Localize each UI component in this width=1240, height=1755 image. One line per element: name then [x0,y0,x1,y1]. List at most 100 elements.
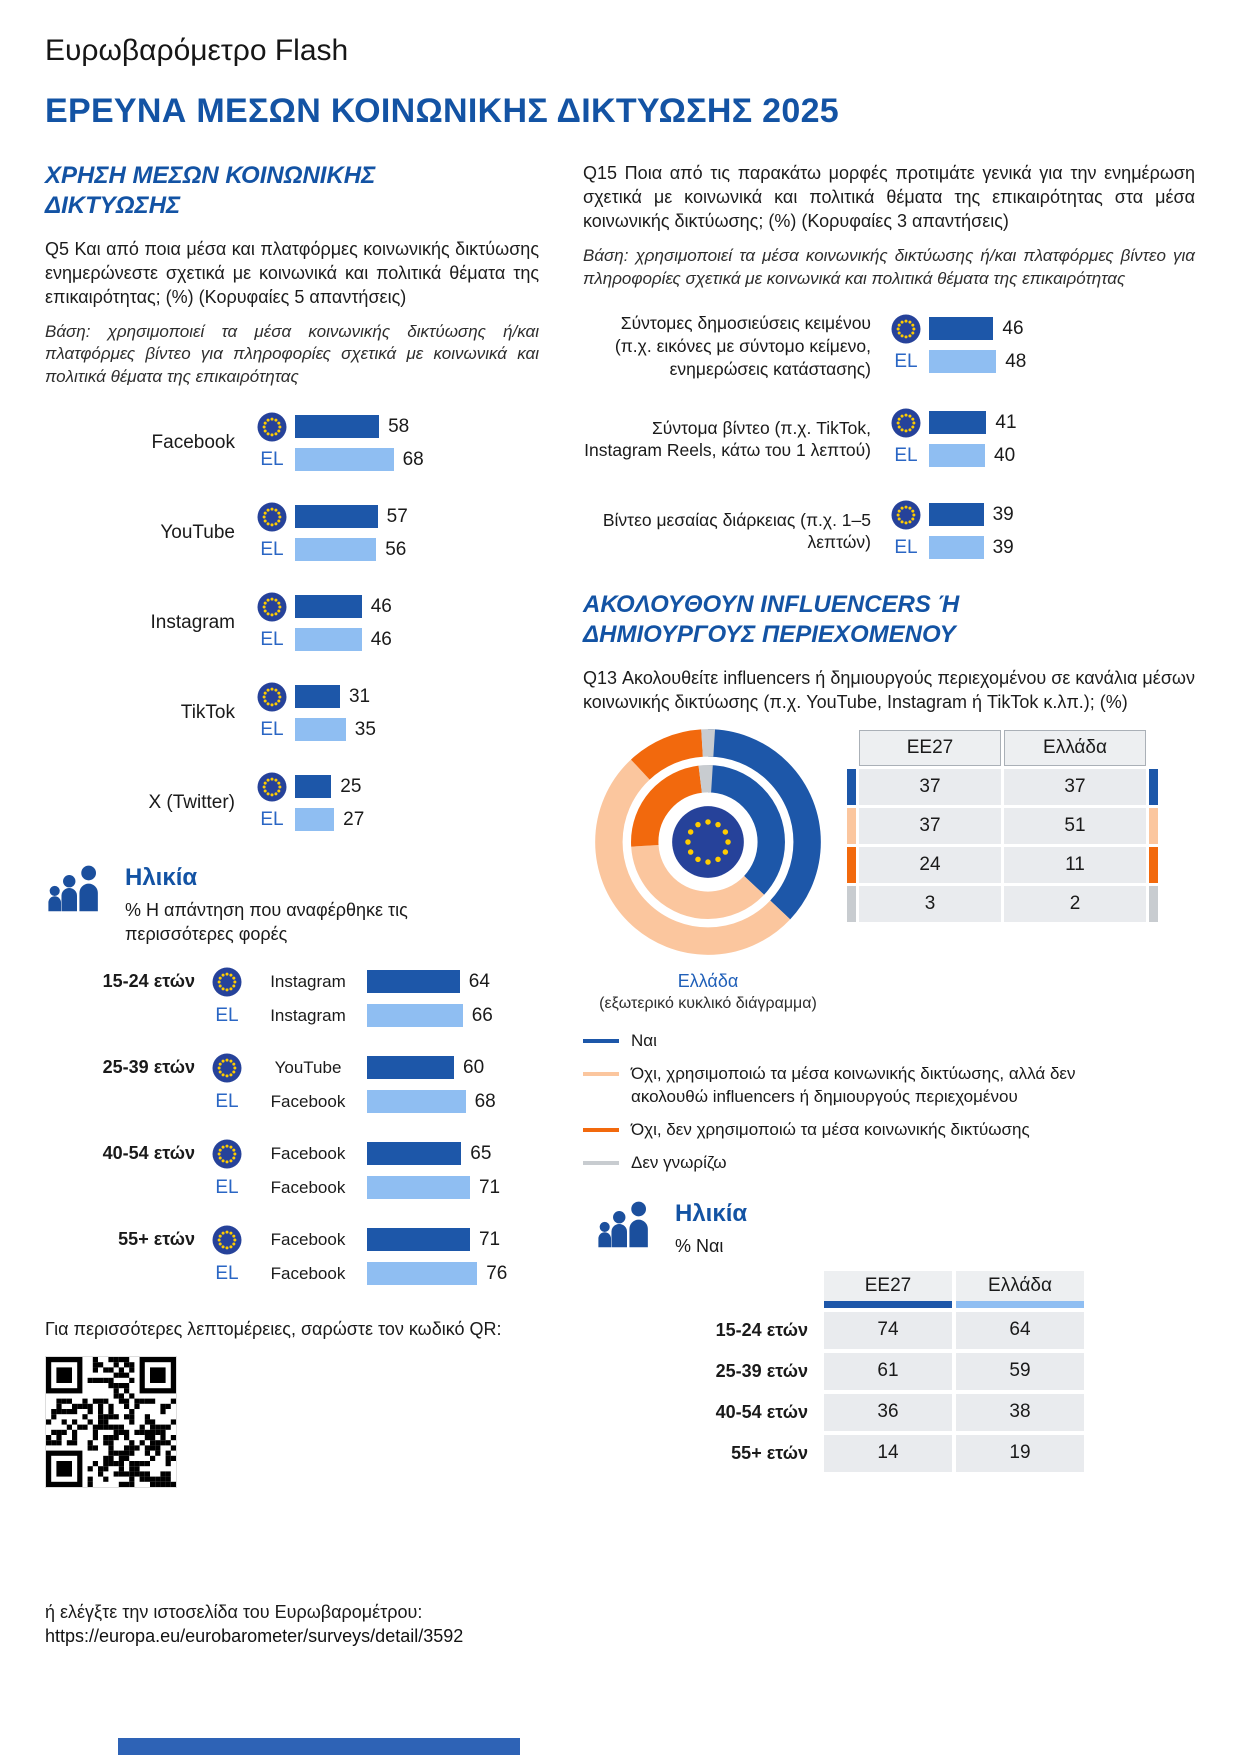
row-color-tab [847,808,856,845]
cell-ellada: 51 [1004,808,1146,845]
eu-flag-icon [257,412,287,442]
bar-eu [295,775,332,799]
column-header-ellada: Ελλάδα [956,1270,1084,1308]
el-label: EL [260,628,284,650]
bar-value-el: 68 [402,448,424,470]
bar-value-el: 76 [486,1262,508,1284]
cell-ellada: 59 [956,1352,1084,1390]
donut-caption: Ελλάδα (εξωτερικό κυκλικό διάγραμμα) [583,970,833,1014]
section-title-influencers: ΑΚΟΛΟΥΘΟΥΝ INFLUENCERS Ή ΔΗΜΙΟΥΡΓΟΥΣ ΠΕΡ… [583,591,960,649]
top-answer-el: Facebook [270,1263,346,1283]
bar-value-eu: 25 [340,775,362,797]
row-color-tab [847,847,856,884]
el-label: EL [215,1090,239,1112]
q15-formats-chart: Σύντομες δημοσιεύσεις κειμένου (π.χ. εικ… [583,312,1195,564]
bar-value-eu: 57 [386,505,408,527]
q13-donut-section: Ελλάδα (εξωτερικό κυκλικό διάγραμμα) EE2… [583,726,1195,1014]
format-label: Σύντομες δημοσιεύσεις κειμένου (π.χ. εικ… [614,313,871,379]
row-color-tab [1149,769,1158,806]
bar-value-eu: 39 [992,503,1014,525]
bar-group-youtube: YouTube 57 EL 56 [45,500,539,566]
q5-question-text: Q5 Και από ποια μέσα και πλατφόρμες κοιν… [45,238,539,307]
el-label: EL [260,448,284,470]
table-header-row: EE27 Ελλάδα [847,730,1158,767]
qr-prompt-text: Για περισσότερες λεπτομέρειες, σαρώστε τ… [45,1318,502,1339]
brand-title: Ευρωβαρόμετρο Flash [45,34,349,67]
age-subtitle: % Ναι [675,1235,724,1256]
row-color-tab [847,886,856,923]
row-color-tab [1149,808,1158,845]
top-answer-eu: Facebook [270,1229,346,1249]
cell-ee27: 37 [859,769,1001,806]
eu-flag-icon [257,502,287,532]
age-row-25-39: 25-39 ετών YouTube 60 EL Facebook 68 [45,1051,539,1119]
bar-el [929,444,985,468]
age-group-label: 55+ ετών [118,1229,195,1250]
table-row: 25-39 ετών 61 59 [623,1352,1195,1390]
age-subtitle: % Η απάντηση που αναφέρθηκε τις περισσότ… [125,900,408,944]
bar-eu [929,411,987,435]
legend-item-no-dont-use: Όχι, δεν χρησιμοποιώ τα μέσα κοινωνικής … [583,1119,1195,1141]
bar-el [295,628,362,652]
bar-value-eu: 46 [1002,317,1024,339]
legend-label: Όχι, δεν χρησιμοποιώ τα μέσα κοινωνικής … [631,1119,1030,1139]
top-answer-el: Facebook [270,1177,346,1197]
bar-value-eu: 71 [478,1228,501,1250]
el-label: EL [894,444,918,466]
cell-ellada: 38 [956,1393,1084,1431]
eu-flag-icon [891,314,921,344]
bar-group-tiktok: TikTok 31 EL 35 [45,680,539,746]
cell-ee27: 37 [859,808,1001,845]
table-row-no-dont-use: 24 11 [847,847,1158,884]
bar-value-eu: 46 [370,595,392,617]
age-section-header: Ηλικία % Η απάντηση που αναφέρθηκε τις π… [45,864,539,947]
eu-flag-icon [257,592,287,622]
table-header-row: EE27 Ελλάδα [623,1270,1195,1308]
section-title-usage: ΧΡΗΣΗ ΜΕΣΩΝ ΚΟΙΝΩΝΙΚΗΣ ΔΙΚΤΥΩΣΗΣ [45,162,376,219]
legend-swatch [583,1039,619,1044]
bar-group-x-twitter: X (Twitter) 25 EL 27 [45,770,539,836]
age-row-55plus: 55+ ετών Facebook 71 EL Facebook 76 [45,1223,539,1291]
cell-ee27: 3 [859,886,1001,923]
bar-el [367,1004,463,1028]
influencers-table: EE27 Ελλάδα 37 37 37 51 [847,730,1158,925]
bar-value-el: 40 [994,444,1016,466]
top-answer-eu: Instagram [270,971,346,991]
bar-value-el: 35 [354,718,376,740]
eu-flag-icon [891,500,921,530]
eurobarometer-url-link[interactable]: https://europa.eu/eurobarometer/surveys/… [45,1626,464,1647]
eu-flag-icon [257,772,287,802]
legend-item-dont-know: Δεν γνωρίζω [583,1152,1195,1174]
qr-code [45,1355,177,1488]
cell-ee27: 14 [824,1434,952,1472]
bar-value-eu: 60 [463,1056,485,1078]
eu-flag-icon [257,682,287,712]
legend-swatch [583,1127,619,1132]
donut-legend: Ναι Όχι, χρησιμοποιώ τα μέσα κοινωνικής … [583,1030,1195,1173]
age-group-label: 55+ ετών [731,1442,808,1463]
cell-ellada: 11 [1004,847,1146,884]
bar-eu [367,1228,470,1252]
top-answer-el: Facebook [270,1091,346,1111]
bar-el [367,1176,470,1200]
age-group-label: 15-24 ετών [102,971,195,992]
cell-ellada: 19 [956,1434,1084,1472]
q5-platforms-chart: Facebook 58 EL 68 [45,410,539,836]
q15-base-text: Βάση: χρησιμοποιεί τα μέσα κοινωνικής δι… [583,246,1195,288]
website-prompt-text: ή ελέγξτε την ιστοσελίδα του Ευρωβαρομέτ… [45,1601,423,1622]
category-label: Facebook [151,432,235,454]
top-answer-eu: YouTube [274,1057,342,1077]
age-title: Ηλικία [125,864,198,892]
age-group-label: 25-39 ετών [715,1360,808,1381]
el-label: EL [260,808,284,830]
influencers-donut-chart [595,729,821,956]
cell-ellada: 64 [956,1311,1084,1349]
left-column: ΧΡΗΣΗ ΜΕΣΩΝ ΚΟΙΝΩΝΙΚΗΣ ΔΙΚΤΥΩΣΗΣ Q5 Και … [45,161,539,1649]
cell-ellada: 37 [1004,769,1146,806]
table-row-no-but-use: 37 51 [847,808,1158,845]
people-group-icon [595,1200,659,1248]
bar-el [367,1090,466,1114]
bar-eu [295,685,340,709]
bar-el [929,350,997,374]
